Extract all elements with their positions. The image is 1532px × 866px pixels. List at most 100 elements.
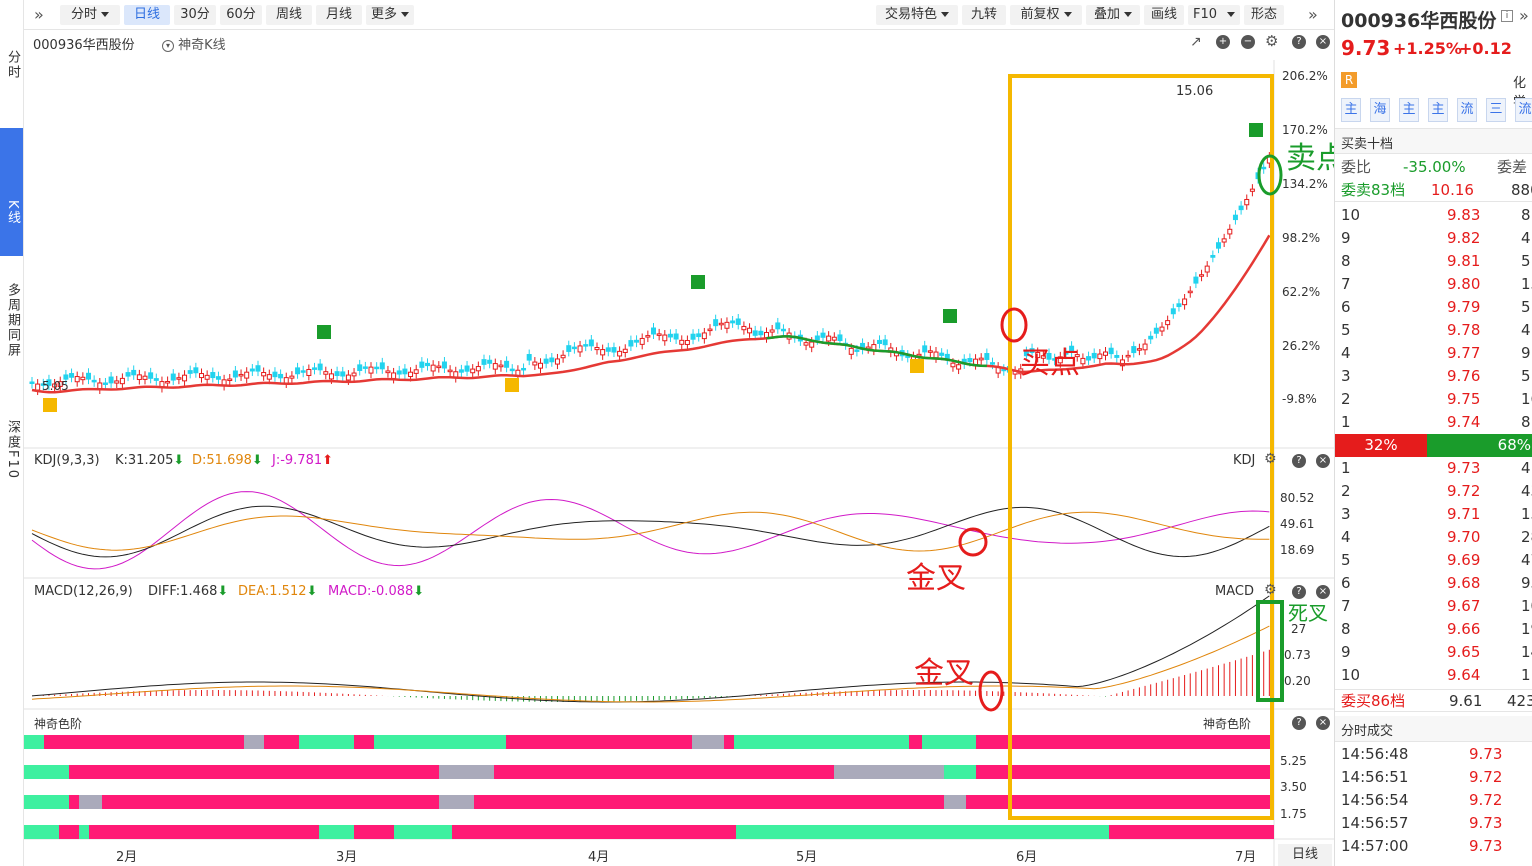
candle-body [114, 380, 120, 384]
candle-body [266, 374, 272, 380]
f10-button[interactable]: F10 [1188, 5, 1240, 25]
y-label: 170.2% [1282, 123, 1328, 137]
candle-body [1193, 276, 1199, 284]
kdj-title: KDJ(9,3,3) [34, 453, 100, 468]
help-icon[interactable]: ? [1292, 716, 1306, 730]
color-band-segment [319, 825, 354, 839]
gear-icon[interactable]: ⚙ [1264, 451, 1277, 467]
pattern-button[interactable]: 形态 [1244, 5, 1284, 25]
color-band-segment [69, 795, 79, 809]
kline-chart[interactable] [24, 30, 1334, 866]
ask-row: 79.8015 [1341, 275, 1532, 293]
tab-daily[interactable]: 日线 [124, 5, 170, 25]
indicator-select[interactable]: ▾ 神奇K线 [162, 34, 226, 53]
candle-body [628, 340, 634, 347]
nav-kline[interactable]: K线 [0, 128, 23, 256]
gear-icon[interactable]: ⚙ [1265, 32, 1279, 50]
candle-body [718, 322, 724, 326]
tab-more[interactable]: 更多 [366, 5, 414, 25]
left-nav: 分时 K线 多周期同屏 深度F10 [0, 0, 24, 866]
toolbar: » 分时 日线 30分 60分 周线 月线 更多 交易特色 九转 前复权 叠加 … [24, 0, 1334, 30]
sell-marker [691, 275, 705, 289]
golden-cross-macd-annotation: 金叉 [914, 656, 974, 691]
color-band-segment [736, 825, 1109, 839]
candle-body [1052, 358, 1058, 361]
color-band-segment [724, 735, 734, 749]
nav-fenshi[interactable]: 分时 [5, 50, 20, 80]
trades-header: 分时成交 [1335, 716, 1532, 742]
candle-body [1165, 320, 1171, 326]
candle-body [402, 368, 408, 375]
macd-value: MACD:-0.088⬇ [328, 584, 425, 599]
nine-turn-button[interactable]: 九转 [962, 5, 1006, 25]
info-icon[interactable]: i [1501, 10, 1513, 22]
candle-body [492, 363, 498, 370]
period-button[interactable]: 日线 [1278, 844, 1332, 866]
help-icon[interactable]: ? [1292, 454, 1306, 468]
candle-body [334, 371, 340, 377]
close-icon[interactable]: × [1316, 454, 1330, 468]
candle-body [108, 376, 114, 384]
trade-row: 14:56:57 9.73 [1341, 814, 1503, 832]
nav-f10[interactable]: 深度F10 [5, 419, 20, 481]
candle-body [667, 333, 673, 338]
tab-main-2[interactable]: 主 [1399, 98, 1419, 122]
candle-body [131, 369, 137, 376]
color-band-segment [506, 735, 692, 749]
tab-weekly[interactable]: 周线 [266, 5, 312, 25]
nav-multi-period[interactable]: 多周期同屏 [5, 282, 20, 358]
candle-body [707, 328, 713, 332]
share-icon[interactable]: ↗ [1190, 34, 1202, 50]
trading-features-button[interactable]: 交易特色 [876, 5, 958, 25]
candle-body [351, 372, 357, 377]
help-icon[interactable]: ? [1292, 585, 1306, 599]
color-band-segment [734, 735, 909, 749]
tab-60min[interactable]: 60分 [220, 5, 262, 25]
gear-icon[interactable]: ⚙ [1264, 582, 1277, 598]
tab-main-3[interactable]: 主 [1428, 98, 1448, 122]
forward-adjust-button[interactable]: 前复权 [1010, 5, 1082, 25]
double-chevron-right-icon[interactable]: » [1519, 6, 1529, 25]
candle-body [261, 372, 267, 377]
candle-body [532, 361, 538, 366]
ratio-sell-bar: 68% [1427, 434, 1532, 457]
double-chevron-right-icon[interactable]: » [34, 5, 44, 24]
candle-body [1182, 298, 1188, 306]
tab-flow[interactable]: 流 [1457, 98, 1477, 122]
color-band-segment [354, 825, 394, 839]
candle-body [430, 364, 436, 372]
kdj-cross-circle [958, 527, 988, 557]
overlay-button[interactable]: 叠加 [1086, 5, 1140, 25]
tab-fenshi[interactable]: 分时 [60, 5, 120, 25]
candle-body [1119, 359, 1125, 367]
help-icon[interactable]: ? [1292, 35, 1306, 49]
close-icon[interactable]: × [1316, 716, 1330, 730]
kdj-y-label: 80.52 [1280, 491, 1315, 505]
candle-body [1249, 188, 1255, 192]
double-chevron-right-icon[interactable]: » [1308, 5, 1318, 24]
candle-body [52, 383, 58, 388]
candle-body [1063, 352, 1069, 355]
tab-monthly[interactable]: 月线 [316, 5, 362, 25]
minus-icon[interactable]: − [1241, 35, 1255, 49]
candle-body [956, 364, 962, 370]
candle-body [1108, 347, 1114, 355]
plus-icon[interactable]: + [1216, 35, 1230, 49]
tab-30min[interactable]: 30分 [174, 5, 216, 25]
close-icon[interactable]: × [1316, 35, 1330, 49]
candle-body [1187, 290, 1193, 294]
candle-body [148, 372, 154, 379]
close-icon[interactable]: × [1316, 585, 1330, 599]
candle-body [583, 344, 589, 347]
candle-body [1103, 351, 1108, 356]
tab-hai[interactable]: 海 [1370, 98, 1390, 122]
candle-body [1091, 352, 1097, 359]
tab-three[interactable]: 三 [1486, 98, 1506, 122]
tab-flow-2[interactable]: 流 [1515, 98, 1532, 122]
candle-body [323, 371, 329, 375]
candle-body [758, 330, 764, 336]
y-label: 26.2% [1282, 339, 1321, 353]
draw-line-button[interactable]: 画线 [1144, 5, 1184, 25]
tab-main[interactable]: 主 [1341, 98, 1361, 122]
candle-body [40, 383, 46, 386]
